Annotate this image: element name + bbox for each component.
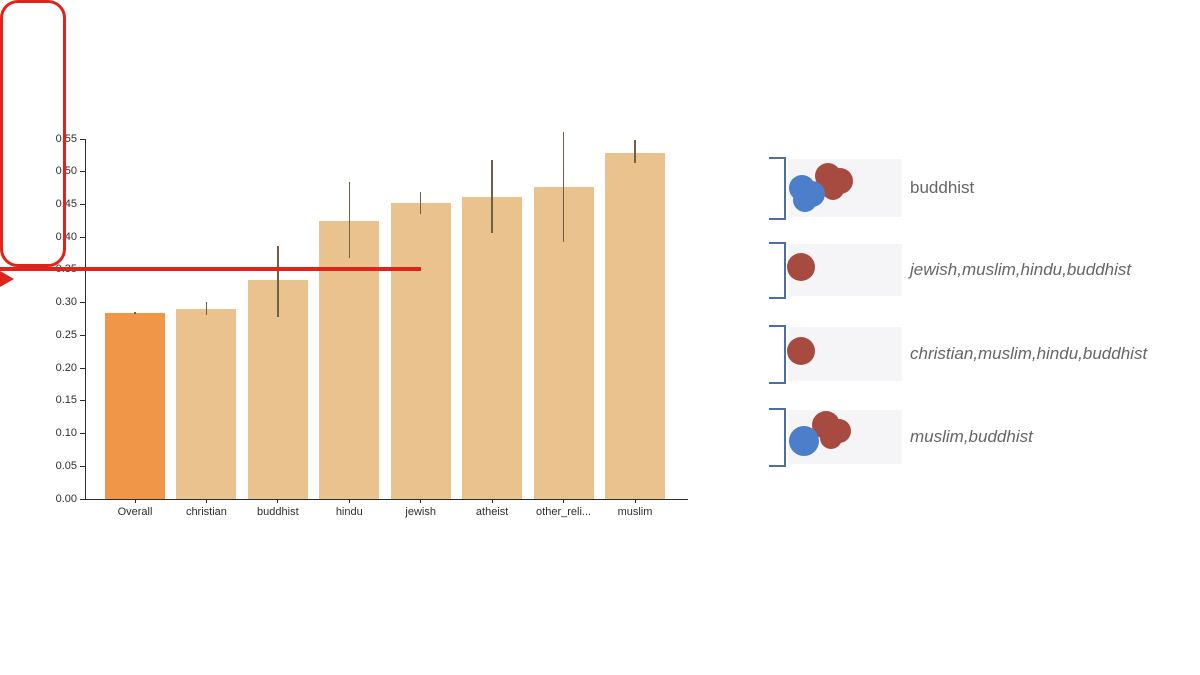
- y-axis-tick-label: 0.55: [55, 132, 77, 145]
- error-bar-hindu: [348, 182, 351, 259]
- data-point-blob-red: [787, 253, 815, 281]
- x-axis-tick-label: muslim: [617, 506, 653, 518]
- y-axis-tick: [80, 367, 85, 369]
- x-axis-tick-label: atheist: [475, 506, 509, 518]
- x-axis-tick: [491, 499, 493, 503]
- y-axis-tick: [80, 302, 85, 304]
- data-point-blob-blue: [793, 188, 817, 212]
- y-axis-tick: [80, 171, 85, 173]
- bar-overall[interactable]: [105, 313, 165, 499]
- x-axis-tick-label: Overall: [117, 506, 153, 518]
- subgroup-label: christian,muslim,hindu,buddhist: [910, 344, 1148, 363]
- x-axis-tick: [563, 499, 565, 503]
- y-axis-tick-label: 0.15: [55, 394, 77, 407]
- bar-atheist[interactable]: [462, 196, 523, 499]
- y-axis-tick-label: 0.45: [55, 197, 77, 210]
- bar-chart: 0.00 0.05 0.10 0.15 0.20 0.25 0.30 0.35 0.40 0.45…: [55, 131, 688, 518]
- y-axis-tick-label: 0.05: [55, 459, 77, 472]
- x-axis-tick: [277, 499, 279, 503]
- bracket-icon: [769, 157, 786, 220]
- y-axis-tick-label: 0.00: [55, 492, 77, 505]
- x-axis-tick-label: hindu: [335, 506, 363, 518]
- x-axis-line: [85, 499, 688, 501]
- subgroup-label: muslim,buddhist: [910, 427, 1033, 446]
- x-axis-tick: [205, 499, 207, 503]
- x-axis-tick: [420, 499, 422, 503]
- error-bar-jewish: [419, 192, 422, 215]
- error-bar-christian: [205, 301, 208, 316]
- error-bar-overall: [134, 311, 136, 314]
- error-bar-other-reli-: [562, 131, 565, 242]
- error-bar-muslim: [634, 140, 636, 164]
- x-axis-tick-label: christian: [185, 506, 227, 518]
- x-axis-tick: [634, 499, 636, 503]
- subgroup-label: jewish,muslim,hindu,buddhist: [910, 260, 1132, 279]
- bar-christian[interactable]: [176, 308, 237, 499]
- x-axis-tick-label: other_reli...: [536, 506, 592, 518]
- bracket-icon: [769, 325, 786, 384]
- bracket-icon: [769, 242, 786, 299]
- error-bar-atheist: [491, 159, 493, 234]
- bracket-icon: [769, 408, 786, 467]
- y-axis-tick-label: 0.40: [55, 230, 77, 243]
- bar-jewish[interactable]: [390, 203, 451, 499]
- y-axis-tick: [80, 433, 85, 435]
- y-axis-tick-label: 0.20: [55, 361, 77, 374]
- x-axis-tick-label: buddhist: [257, 506, 299, 518]
- data-point-blob-red: [822, 178, 844, 200]
- data-point-blob-blue: [789, 426, 819, 456]
- x-axis-tick: [348, 499, 350, 503]
- data-point-blob-red: [787, 337, 815, 365]
- bar-muslim[interactable]: [605, 153, 665, 499]
- y-axis-tick-label: 0.30: [55, 296, 77, 309]
- y-axis-tick: [80, 334, 85, 336]
- y-axis-tick: [80, 138, 85, 140]
- y-axis-tick: [80, 203, 85, 205]
- x-axis-tick-label: jewish: [405, 506, 436, 518]
- subgroup-label: buddhist: [910, 178, 975, 197]
- y-axis-tick-label: 0.25: [55, 328, 77, 341]
- y-axis-tick: [80, 236, 85, 238]
- y-axis-line: [85, 139, 87, 500]
- data-point-blob-red: [820, 427, 842, 449]
- y-axis-tick: [80, 465, 85, 467]
- x-axis-tick: [134, 499, 136, 503]
- y-axis-tick-label: 0.10: [55, 427, 77, 440]
- error-bar-buddhist: [277, 245, 279, 318]
- y-axis-tick: [80, 400, 85, 402]
- y-axis-tick: [80, 498, 85, 500]
- y-axis-tick-label: 0.50: [55, 165, 77, 178]
